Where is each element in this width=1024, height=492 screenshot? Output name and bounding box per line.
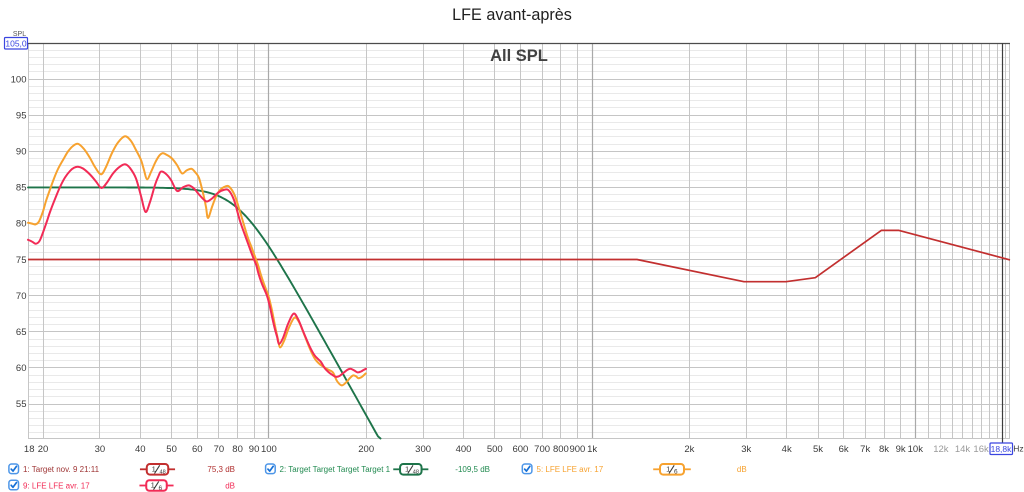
svg-text:85: 85	[16, 183, 27, 194]
svg-text:14k: 14k	[955, 444, 971, 455]
svg-text:90: 90	[16, 147, 27, 158]
svg-text:5: LFE LFE avr. 17: 5: LFE LFE avr. 17	[537, 465, 604, 474]
svg-text:6: 6	[674, 469, 678, 476]
svg-text:1k: 1k	[587, 444, 597, 455]
svg-text:10k: 10k	[908, 444, 924, 455]
svg-text:105,0: 105,0	[5, 38, 27, 48]
svg-text:65: 65	[16, 327, 27, 338]
svg-text:4k: 4k	[782, 444, 792, 455]
svg-text:75: 75	[16, 255, 27, 266]
svg-text:800: 800	[553, 444, 569, 455]
svg-text:50: 50	[166, 444, 177, 455]
svg-text:95: 95	[16, 110, 27, 121]
svg-text:900: 900	[569, 444, 585, 455]
svg-text:Hz: Hz	[1013, 444, 1023, 454]
svg-text:2k: 2k	[684, 444, 694, 455]
svg-text:60: 60	[192, 444, 203, 455]
svg-text:16k: 16k	[973, 444, 989, 455]
svg-text:400: 400	[456, 444, 472, 455]
svg-text:20: 20	[38, 444, 49, 455]
svg-text:48: 48	[160, 470, 166, 476]
svg-text:200: 200	[358, 444, 374, 455]
svg-text:100: 100	[261, 444, 277, 455]
svg-text:6: 6	[159, 485, 163, 492]
svg-text:18,8k: 18,8k	[991, 444, 1013, 454]
svg-text:300: 300	[415, 444, 431, 455]
svg-text:18: 18	[24, 444, 35, 455]
svg-text:All SPL: All SPL	[490, 47, 548, 65]
svg-text:SPL: SPL	[13, 31, 26, 38]
svg-text:600: 600	[512, 444, 528, 455]
svg-text:5k: 5k	[813, 444, 823, 455]
svg-text:80: 80	[232, 444, 243, 455]
svg-text:dB: dB	[225, 481, 235, 490]
svg-text:7k: 7k	[860, 444, 870, 455]
svg-text:48: 48	[413, 470, 419, 476]
svg-text:90: 90	[249, 444, 260, 455]
svg-text:80: 80	[16, 219, 27, 230]
svg-text:8k: 8k	[879, 444, 889, 455]
svg-text:60: 60	[16, 363, 27, 374]
svg-text:2: Target Target Target Target: 2: Target Target Target Target 1	[280, 465, 391, 474]
svg-text:700: 700	[534, 444, 550, 455]
svg-text:dB: dB	[737, 465, 747, 474]
svg-text:100: 100	[11, 74, 27, 85]
svg-text:40: 40	[135, 444, 146, 455]
svg-text:55: 55	[16, 399, 27, 410]
svg-text:75,3 dB: 75,3 dB	[207, 465, 235, 474]
svg-text:-109,5 dB: -109,5 dB	[455, 465, 490, 474]
svg-text:70: 70	[214, 444, 225, 455]
svg-text:1: 1	[152, 465, 156, 474]
svg-text:6k: 6k	[839, 444, 849, 455]
svg-text:30: 30	[95, 444, 106, 455]
svg-text:500: 500	[487, 444, 503, 455]
svg-text:1: 1	[151, 481, 155, 490]
svg-text:LFE avant-après: LFE avant-après	[452, 6, 572, 24]
svg-text:1: 1	[405, 465, 409, 474]
svg-text:1: Target nov. 9 21:11: 1: Target nov. 9 21:11	[23, 465, 100, 474]
svg-text:9k: 9k	[896, 444, 906, 455]
svg-text:70: 70	[16, 291, 27, 302]
svg-text:12k: 12k	[933, 444, 949, 455]
svg-text:3k: 3k	[741, 444, 751, 455]
svg-text:1: 1	[666, 465, 670, 474]
svg-text:9: LFE LFE avr. 17: 9: LFE LFE avr. 17	[23, 481, 90, 490]
